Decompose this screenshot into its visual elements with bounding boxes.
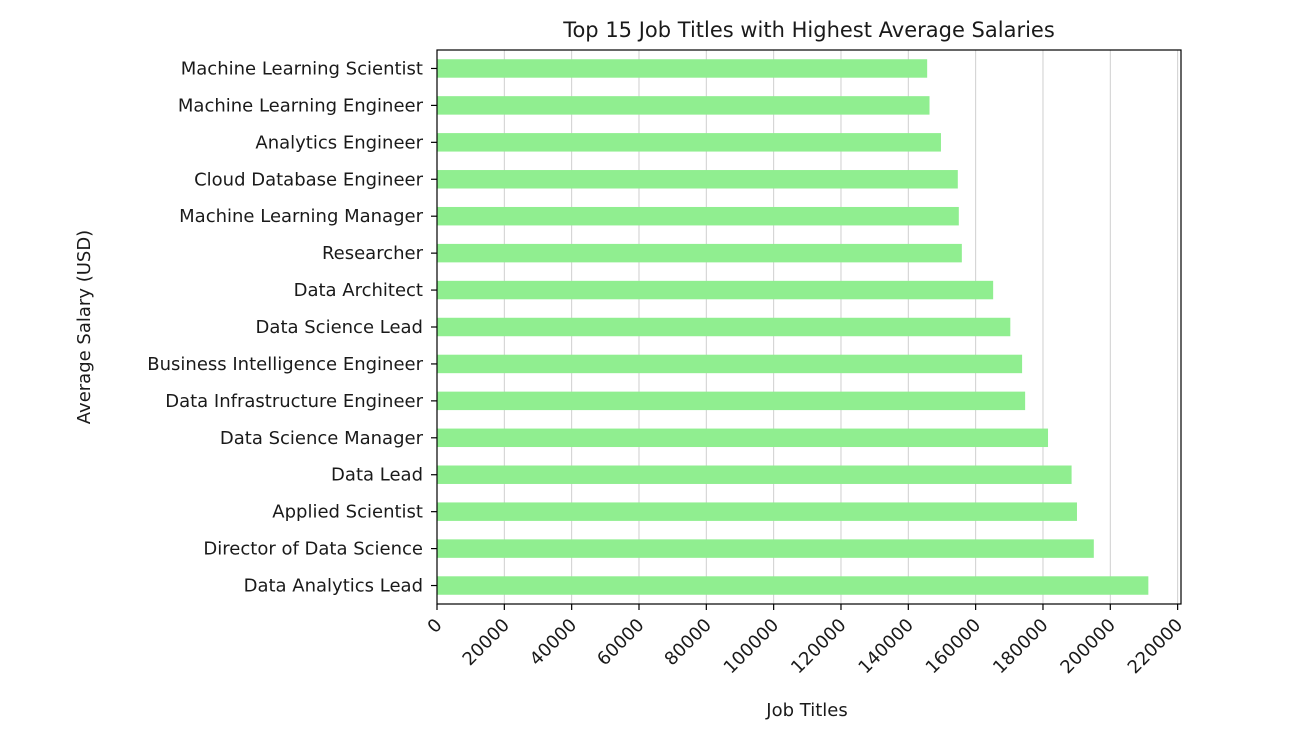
y-tick-label: Data Lead <box>331 465 423 486</box>
y-tick-label: Researcher <box>322 243 424 264</box>
y-tick-label: Data Science Manager <box>220 428 424 449</box>
x-tick-label: 80000 <box>661 615 716 670</box>
y-tick-label: Data Architect <box>294 280 423 301</box>
y-tick-label: Business Intelligence Engineer <box>147 354 423 375</box>
x-tick-label: 220000 <box>1124 615 1187 678</box>
bar <box>437 96 930 115</box>
x-tick-label: 160000 <box>922 615 985 678</box>
x-tick-label: 40000 <box>526 615 581 670</box>
x-axis-title: Job Titles <box>765 700 847 721</box>
y-tick-label: Data Infrastructure Engineer <box>165 391 423 412</box>
bar <box>437 280 994 300</box>
x-tick-label: 60000 <box>593 615 648 670</box>
bar <box>437 428 1049 448</box>
bars <box>437 59 1149 595</box>
bar <box>437 133 941 152</box>
chart-title: Top 15 Job Titles with Highest Average S… <box>562 18 1055 42</box>
y-tick-label: Data Science Lead <box>256 317 423 338</box>
bar <box>437 206 959 226</box>
x-tick-label: 140000 <box>854 615 917 678</box>
bar <box>437 170 958 189</box>
bar <box>437 243 962 263</box>
x-tick-label: 180000 <box>989 615 1052 678</box>
bar <box>437 354 1023 374</box>
y-tick-label: Applied Scientist <box>272 502 423 523</box>
y-tick-label: Cloud Database Engineer <box>194 169 424 190</box>
bar <box>437 465 1072 484</box>
bar <box>437 539 1094 558</box>
y-tick-label: Machine Learning Manager <box>179 206 423 227</box>
bar <box>437 576 1149 595</box>
y-tick-label: Director of Data Science <box>203 539 423 560</box>
bar <box>437 317 1011 337</box>
x-tick-label: 120000 <box>787 615 850 678</box>
y-tick-label: Machine Learning Engineer <box>178 95 424 116</box>
y-tick-label: Data Analytics Lead <box>244 576 423 597</box>
y-axis-title: Average Salary (USD) <box>74 230 95 424</box>
bar <box>437 59 928 78</box>
y-axis-ticks: Machine Learning Scientist Machine Learni… <box>147 58 437 597</box>
x-tick-label: 0 <box>424 615 447 638</box>
x-tick-label: 20000 <box>459 615 514 670</box>
x-tick-label: 100000 <box>720 615 783 678</box>
bar <box>437 502 1077 521</box>
bar <box>437 391 1026 411</box>
y-tick-label: Analytics Engineer <box>255 132 423 153</box>
x-axis-ticks: 0 20000 40000 60000 80000 100000 120000 140000 1… <box>424 604 1187 678</box>
x-tick-label: 200000 <box>1056 615 1119 678</box>
y-tick-label: Machine Learning Scientist <box>181 58 423 79</box>
